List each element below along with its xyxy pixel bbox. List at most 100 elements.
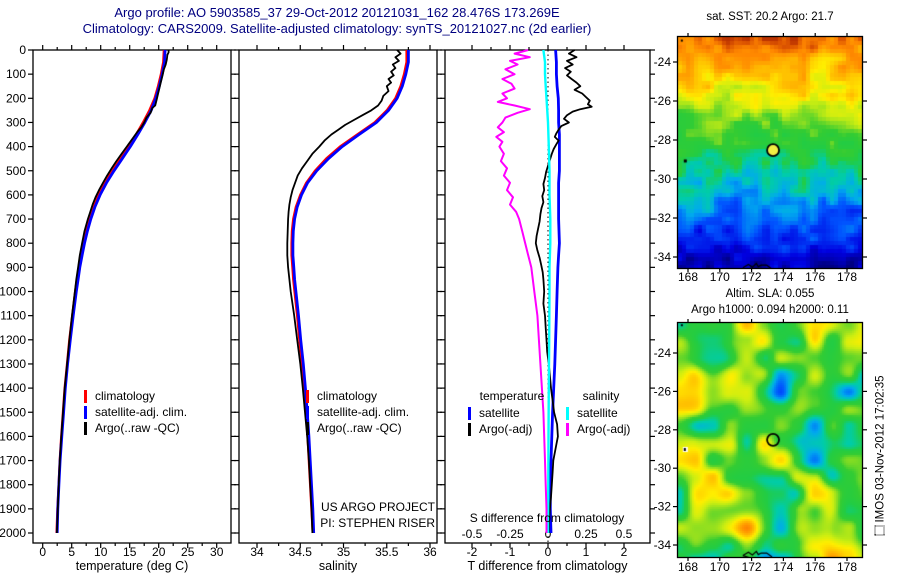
svg-text:-32: -32 (654, 500, 672, 514)
legend-label: Argo(-adj) (577, 422, 631, 436)
legend-item: Argo(-adj) (468, 421, 532, 437)
svg-text:-24: -24 (654, 346, 672, 360)
svg-text:500: 500 (6, 164, 26, 178)
climatology-line-swatch (306, 389, 309, 403)
s-satellite-line-swatch (566, 406, 569, 420)
svg-text:15: 15 (123, 545, 137, 559)
svg-text:1300: 1300 (0, 357, 26, 371)
svg-text:10: 10 (94, 545, 108, 559)
legend-label: Argo(..raw -QC) (95, 421, 180, 435)
svg-text:-0.5: -0.5 (462, 527, 483, 541)
svg-text:1000: 1000 (0, 285, 26, 299)
svg-text:400: 400 (6, 140, 26, 154)
sla-map-title-line1: Altim. SLA: 0.055 (725, 288, 815, 300)
legend-item: satellite (468, 405, 532, 421)
svg-text:200: 200 (6, 91, 26, 105)
svg-text:0.25: 0.25 (574, 527, 598, 541)
svg-text:-26: -26 (654, 384, 672, 398)
svg-text:1800: 1800 (0, 478, 26, 492)
svg-text:178: 178 (837, 560, 857, 574)
legend-item: Argo(-adj) (566, 421, 630, 437)
series-climatology (55, 49, 166, 534)
sla-map-canvas (678, 323, 862, 557)
svg-text:1700: 1700 (0, 454, 26, 468)
legend-label: satellite (577, 406, 618, 420)
legend-label: climatology (95, 389, 156, 403)
svg-text:-34: -34 (654, 250, 672, 264)
legend-item: Argo(..raw -QC) (306, 420, 409, 436)
project-note-line1: US ARGO PROJECT (320, 500, 435, 514)
svg-text:-1: -1 (505, 545, 516, 559)
series-argo-raw-qc (56, 50, 170, 534)
project-note-line2: PI: STEPHEN RISER (320, 516, 435, 530)
watermark-text: IMOS 03-Nov-2012 17:02:35 (874, 375, 887, 523)
legend-item: climatology (306, 388, 409, 404)
sst-map-canvas (678, 37, 862, 268)
s-argo-line-swatch (566, 422, 569, 436)
svg-text:300: 300 (6, 115, 26, 129)
svg-text:-30: -30 (654, 172, 672, 186)
legend-item: climatology (84, 388, 187, 404)
temperature-diff-legend: satellite Argo(-adj) (468, 405, 532, 437)
svg-text:174: 174 (773, 560, 793, 574)
svg-text:-34: -34 (654, 538, 672, 552)
svg-text:1900: 1900 (0, 502, 26, 516)
salinity-diff-legend: satellite Argo(-adj) (566, 405, 630, 437)
svg-text:-2: -2 (467, 545, 478, 559)
temperature-diff-legend-header: temperature (479, 389, 545, 403)
svg-text:34: 34 (250, 545, 264, 559)
svg-text:-0.25: -0.25 (496, 527, 524, 541)
svg-text:100: 100 (6, 67, 26, 81)
figure-title-line1: Argo profile: AO 5903585_37 29-Oct-2012 … (114, 5, 560, 20)
salinity-profile-panel: 34 34.5 35 35.5 36 (234, 45, 442, 559)
legend-item: satellite-adj. clim. (306, 404, 409, 420)
series-argo-raw-qc (286, 49, 402, 534)
series-s-satellite-clim (542, 49, 552, 534)
temperature-legend: climatology satellite-adj. clim. Argo(..… (84, 388, 187, 436)
svg-text:30: 30 (210, 545, 224, 559)
svg-text:800: 800 (6, 236, 26, 250)
legend-label: Argo(..raw -QC) (317, 421, 402, 435)
t-difference-axis-title: T difference from climatology (467, 559, 628, 573)
svg-text:170: 170 (710, 560, 730, 574)
svg-text:172: 172 (742, 270, 762, 284)
salinity-diff-legend-header: salinity (582, 389, 620, 403)
svg-text:0: 0 (19, 43, 26, 57)
svg-text:25: 25 (181, 545, 195, 559)
svg-text:0: 0 (39, 545, 46, 559)
series-t-argo-clim (534, 49, 593, 534)
svg-text:-32: -32 (654, 211, 672, 225)
series-s-argo-clim (495, 49, 548, 533)
svg-text:176: 176 (805, 270, 825, 284)
svg-text:900: 900 (6, 260, 26, 274)
svg-text:34.5: 34.5 (289, 545, 313, 559)
svg-text:174: 174 (773, 270, 793, 284)
sst-map-title: sat. SST: 20.2 Argo: 21.7 (706, 11, 834, 23)
svg-text:178: 178 (837, 270, 857, 284)
svg-text:36: 36 (423, 545, 437, 559)
temperature-profile-panel: 0 5 10 15 20 25 300100200300400500600700800900… (0, 43, 236, 559)
svg-text:35: 35 (337, 545, 351, 559)
svg-text:-24: -24 (654, 55, 672, 69)
temperature-axis-title: temperature (deg C) (75, 559, 189, 573)
difference-profile-panel: -2 -1 0 1 2 -0.5 -0.25 0 0.25 0.5 (440, 45, 655, 559)
figure-title-line2: Climatology: CARS2009. Satellite-adjuste… (82, 21, 592, 36)
svg-text:600: 600 (6, 188, 26, 202)
svg-text:5: 5 (68, 545, 75, 559)
legend-item: satellite-adj. clim. (84, 404, 187, 420)
climatology-line-swatch (84, 389, 87, 403)
legend-item: satellite (566, 405, 630, 421)
svg-text:1400: 1400 (0, 381, 26, 395)
imos-watermark: IMOS 03-Nov-2012 17:02:35 (874, 326, 890, 580)
satellite-adj-line-swatch (306, 405, 309, 419)
svg-text:1200: 1200 (0, 333, 26, 347)
svg-text:0: 0 (545, 545, 552, 559)
svg-text:20: 20 (152, 545, 166, 559)
t-argo-line-swatch (468, 422, 471, 436)
series-t-satellite-clim (548, 49, 561, 534)
svg-text:35.5: 35.5 (375, 545, 399, 559)
svg-text:-30: -30 (654, 461, 672, 475)
svg-text:1600: 1600 (0, 429, 26, 443)
legend-label: Argo(-adj) (479, 422, 533, 436)
